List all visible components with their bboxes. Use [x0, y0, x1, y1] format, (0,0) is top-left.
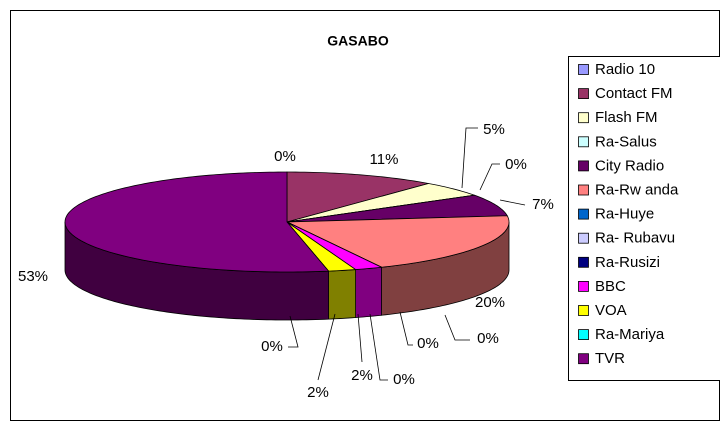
data-label: 11% [370, 151, 399, 168]
legend-label: Radio 10 [595, 61, 655, 78]
legend-label: TVR [595, 350, 625, 367]
data-label: 0% [505, 156, 527, 173]
data-label: 0% [417, 335, 439, 352]
slice [286, 183, 475, 223]
slice [286, 221, 357, 272]
slice-side [355, 266, 382, 318]
legend-label: City Radio [595, 157, 664, 174]
legend-swatch [578, 184, 589, 196]
legend-swatch [578, 160, 589, 172]
data-label: 7% [532, 196, 554, 213]
data-label: 0% [261, 338, 283, 355]
legend-label: Ra-Rw anda [595, 181, 679, 198]
leader-line [288, 315, 299, 348]
data-label: 2% [351, 367, 373, 384]
legend-label: Ra-Huye [595, 206, 654, 223]
leader-line [357, 313, 363, 363]
legend-label: BBC [595, 278, 626, 295]
data-label: 20% [475, 294, 505, 311]
leader-line [461, 127, 478, 189]
slice [64, 171, 330, 273]
data-label: 0% [477, 330, 499, 347]
legend-label: Flash FM [595, 109, 658, 126]
legend-swatch [578, 232, 589, 244]
legend-swatch [578, 329, 589, 341]
leader-line [317, 313, 336, 381]
legend-swatch [578, 353, 589, 365]
data-label: 2% [307, 384, 329, 401]
leader-line [444, 314, 470, 341]
legend-label: Ra-Mariya [595, 326, 665, 343]
data-label: 0% [274, 148, 296, 165]
legend-label: Contact FM [595, 85, 673, 102]
legend-swatch [578, 64, 589, 75]
legend-label: VOA [595, 302, 627, 319]
legend-swatch [578, 305, 589, 316]
chart-title: GASABO [327, 33, 389, 49]
slice [286, 194, 508, 223]
slice [286, 221, 383, 270]
leader-line [499, 199, 526, 206]
data-label: 0% [393, 371, 415, 388]
legend-label: Ra-Salus [595, 133, 657, 150]
legend-label: Ra-Rusizi [595, 254, 660, 271]
slice [286, 215, 510, 268]
leader-line [479, 163, 500, 191]
legend-swatch [578, 280, 589, 292]
data-label: 53% [18, 268, 48, 285]
legend-swatch [578, 208, 589, 220]
slice-side [328, 269, 357, 320]
slice [286, 171, 429, 223]
legend-swatch [578, 136, 589, 148]
legend-swatch [578, 88, 589, 99]
legend-swatch [578, 256, 589, 268]
leader-line [399, 311, 413, 346]
legend-box [568, 56, 720, 381]
data-label: 5% [483, 121, 505, 138]
leader-line [369, 313, 388, 381]
legend-label: Ra- Rubavu [595, 230, 675, 247]
legend-swatch [578, 112, 589, 124]
